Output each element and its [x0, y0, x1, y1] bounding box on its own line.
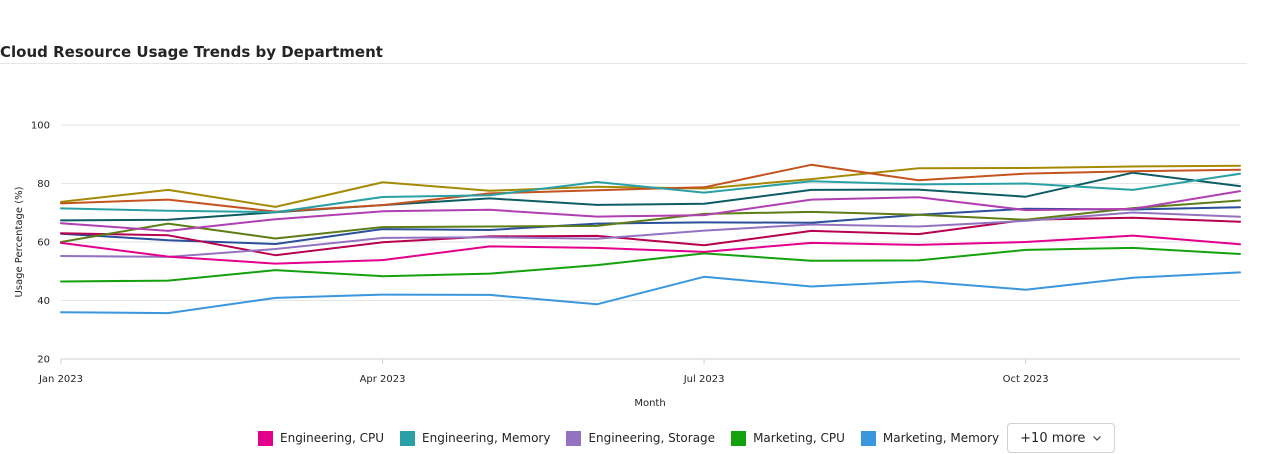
series-line-7[interactable] [60, 171, 1241, 222]
legend-swatch [258, 430, 273, 446]
series-line-1[interactable] [60, 172, 1241, 214]
legend-swatch [566, 430, 582, 446]
line-chart: 20 40 60 80 100 Jan 2023 Apr 2023 Jul 2023 Oct … [14, 121, 1241, 409]
y-axis-ticks: 20 40 60 80 100 [31, 121, 50, 366]
series-line-5[interactable] [60, 163, 1241, 213]
x-tick-label: Oct 2023 [1003, 374, 1049, 385]
series-line-9[interactable] [60, 199, 1241, 243]
y-tick-label: 20 [37, 355, 50, 366]
legend-item[interactable]: Marketing, CPU [731, 430, 845, 446]
title-divider [0, 63, 1247, 64]
chevron-down-icon [1093, 436, 1102, 441]
legend-item[interactable]: Engineering, CPU [258, 430, 385, 446]
x-tick-label: Jan 2023 [38, 374, 83, 385]
x-axis: Jan 2023 Apr 2023 Jul 2023 Oct 2023 [38, 359, 1049, 385]
legend-item[interactable]: Engineering, Memory [400, 430, 551, 446]
series-line-2[interactable] [60, 211, 1241, 258]
legend-more-label: +10 more [1020, 430, 1086, 446]
legend-label: Marketing, Memory [882, 431, 1000, 445]
legend-swatch [860, 430, 876, 446]
series-line-3[interactable] [60, 246, 1241, 283]
series-line-11[interactable] [60, 206, 1241, 245]
series-line-8[interactable] [60, 190, 1241, 232]
x-tick-label: Apr 2023 [360, 374, 406, 385]
legend-item[interactable]: Marketing, Memory [860, 430, 1000, 446]
chart-legend: Engineering, CPU Engineering, Memory Engin… [258, 422, 1116, 454]
series-line-4[interactable] [60, 271, 1241, 315]
legend-label: Engineering, Memory [422, 431, 551, 445]
legend-item[interactable]: Engineering, Storage [566, 430, 716, 446]
legend-label: Engineering, Storage [588, 431, 716, 445]
y-tick-label: 40 [37, 296, 50, 307]
chart-series [60, 163, 1241, 315]
x-axis-label: Month [634, 398, 665, 409]
legend-label: Marketing, CPU [753, 431, 845, 445]
legend-label: Engineering, CPU [280, 431, 385, 445]
y-tick-label: 100 [31, 121, 50, 132]
x-tick-label: Jul 2023 [683, 374, 725, 385]
legend-more-button[interactable]: +10 more [1007, 423, 1116, 453]
y-axis-label: Usage Percentage (%) [14, 186, 25, 297]
legend-swatch [400, 430, 416, 446]
series-line-0[interactable] [60, 234, 1241, 265]
chart-title: Cloud Resource Usage Trends by Departmen… [0, 43, 383, 61]
y-tick-label: 80 [37, 179, 50, 190]
legend-swatch [731, 430, 747, 446]
y-tick-label: 60 [37, 238, 50, 249]
